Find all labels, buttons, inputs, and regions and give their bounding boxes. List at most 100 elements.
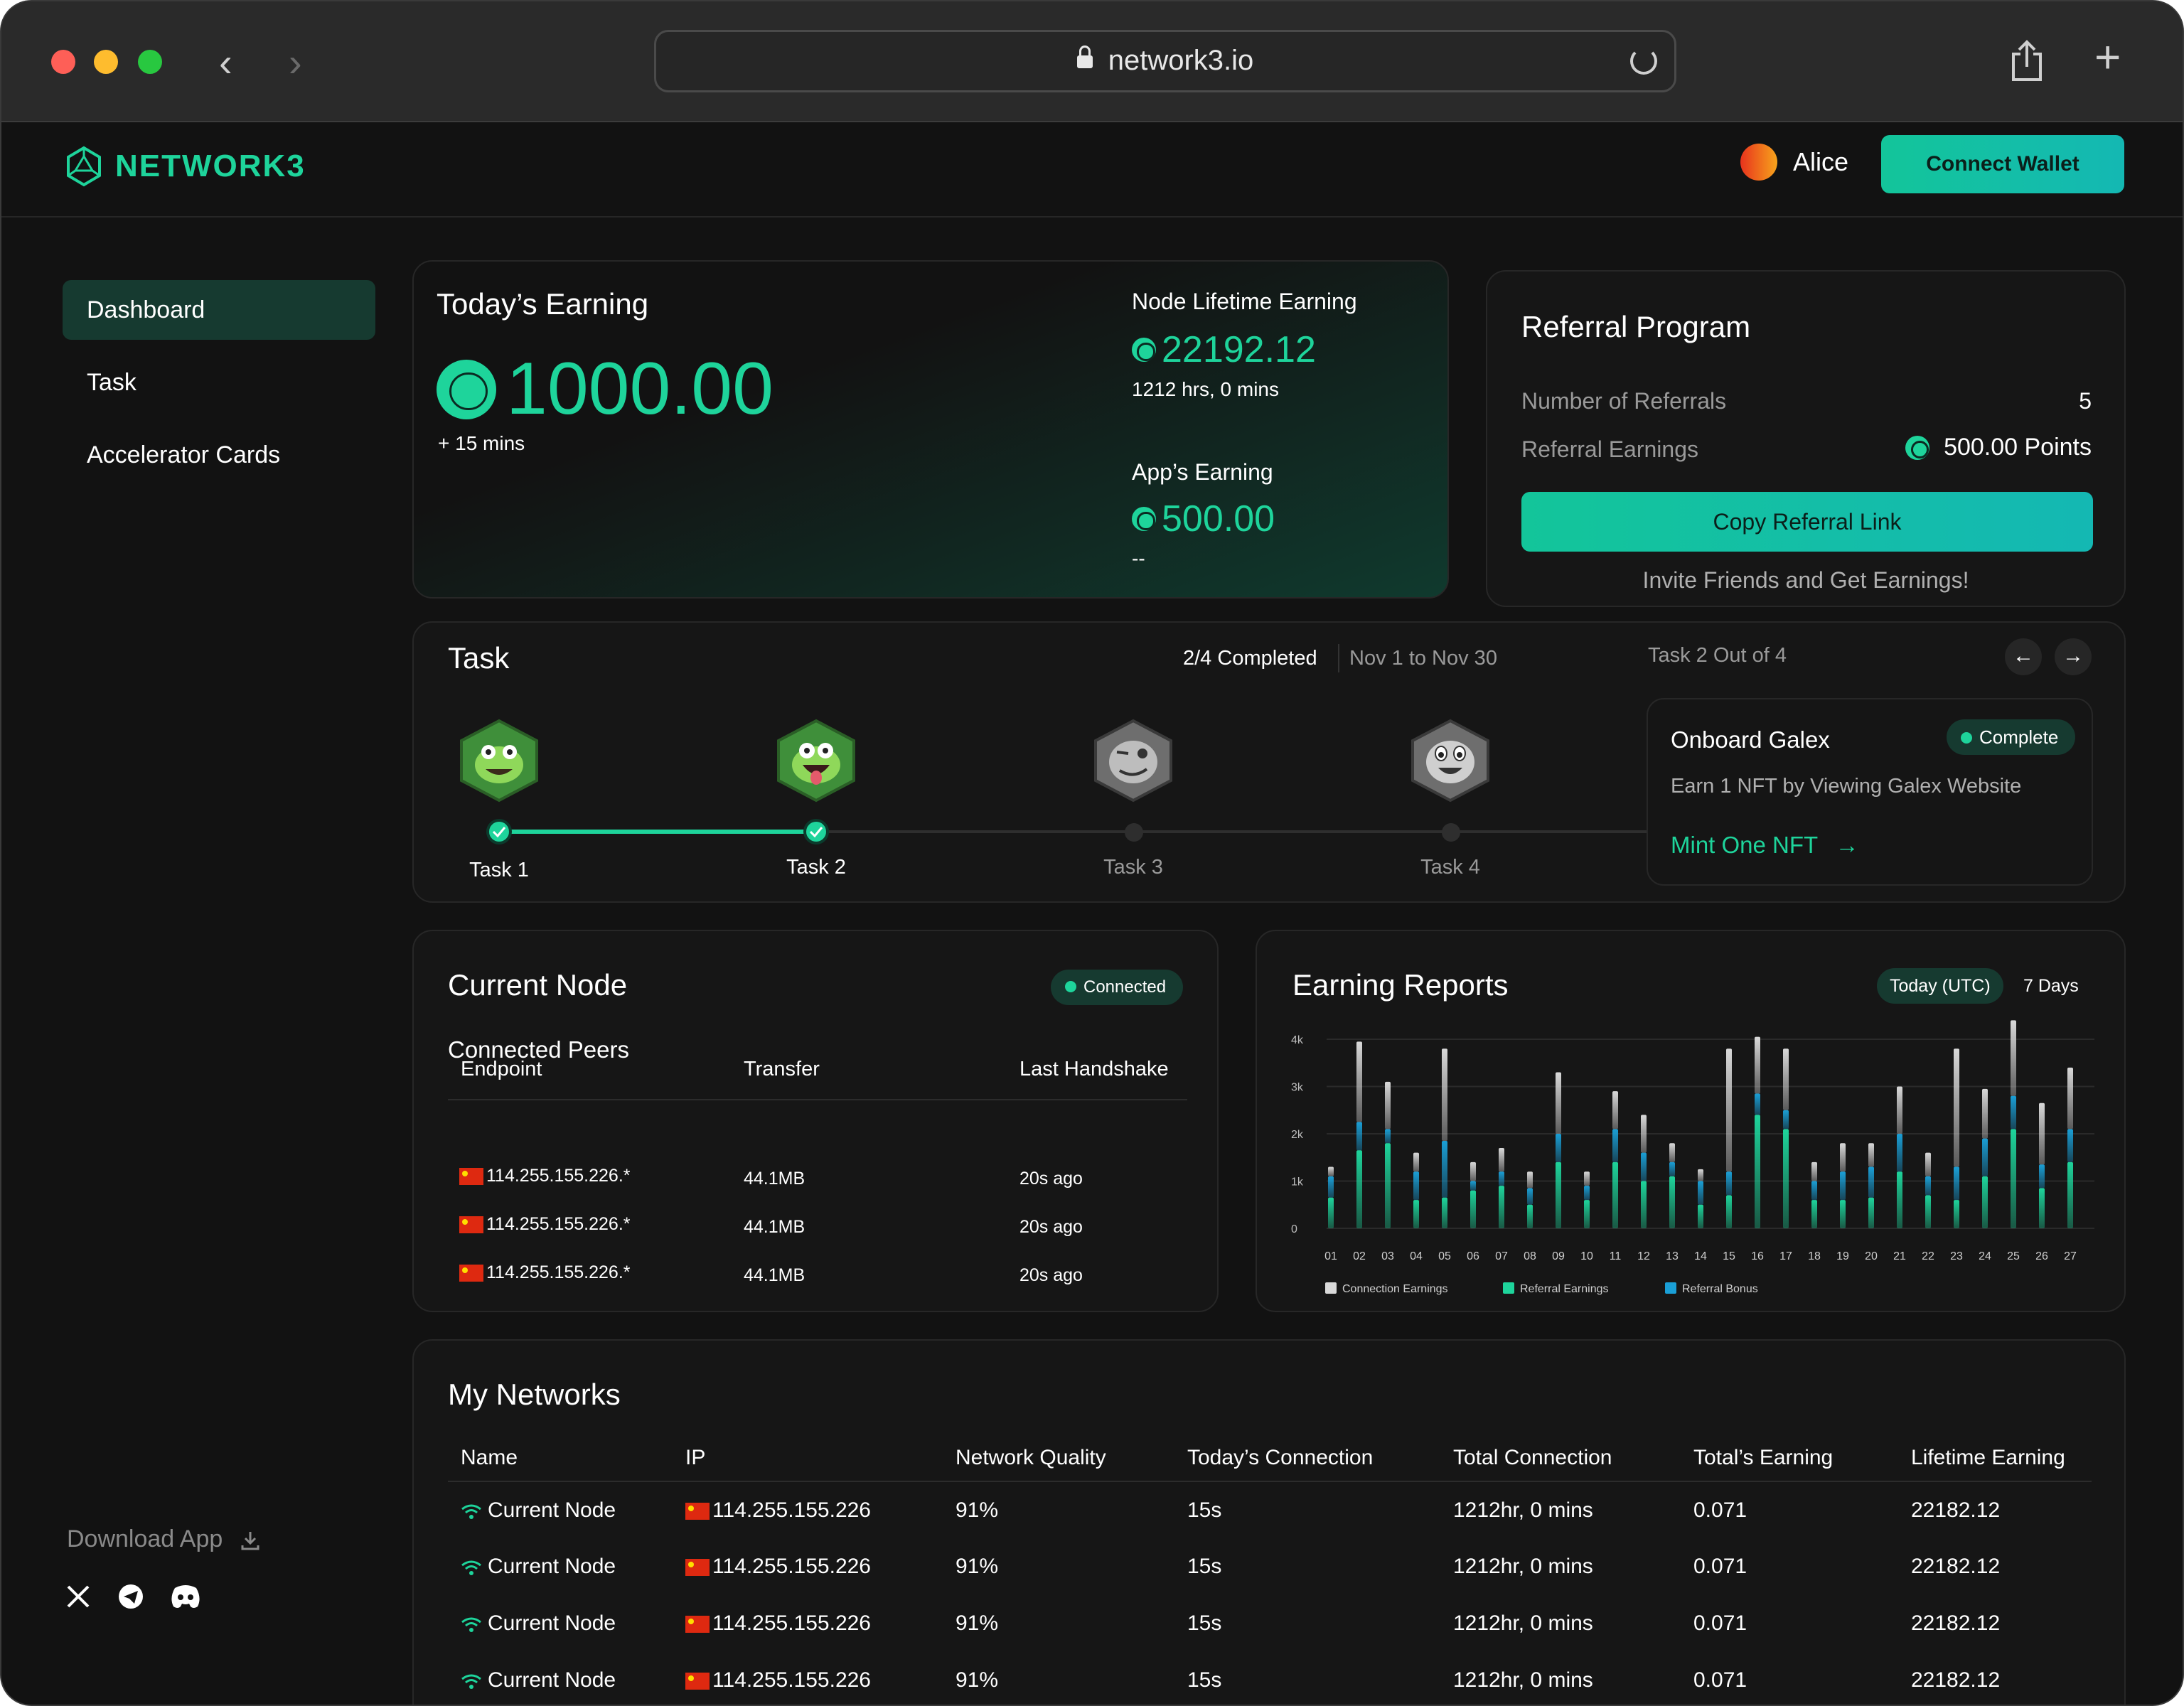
x-tick-label: 04	[1410, 1250, 1423, 1262]
bar-referral-earnings	[1328, 1197, 1334, 1228]
bar-referral-bonus	[1868, 1166, 1874, 1198]
lifetime-earning-sub: 1212 hrs, 0 mins	[1132, 378, 1279, 400]
bar-referral-bonus	[1982, 1138, 1988, 1176]
task-date-range: Nov 1 to Nov 30	[1349, 647, 1497, 670]
app-earning-title: App’s Earning	[1132, 459, 1273, 485]
x-tick-label: 15	[1723, 1250, 1735, 1262]
col-totals-earning: Total’s Earning	[1693, 1434, 1911, 1482]
endpoint-value: 114.255.155.226.*	[486, 1166, 631, 1186]
new-tab-icon[interactable]: +	[2094, 31, 2121, 82]
brand-logo[interactable]: NETWORK3	[63, 145, 306, 188]
table-row: 114.255.155.226.*	[459, 1214, 631, 1235]
china-flag-icon	[685, 1616, 710, 1633]
sidebar-item-dashboard[interactable]: Dashboard	[63, 280, 375, 340]
bar-connection-earnings	[1868, 1143, 1874, 1167]
task-step-1[interactable]	[449, 718, 549, 807]
network-quality: 91%	[956, 1611, 999, 1635]
close-window-button[interactable]	[51, 50, 75, 74]
bar-referral-bonus	[1954, 1166, 1959, 1201]
maximize-window-button[interactable]	[138, 50, 162, 74]
forward-arrow-icon[interactable]: ›	[289, 40, 302, 85]
table-row[interactable]: Current Node 114.255.155.226 91% 15s 121…	[448, 1595, 2092, 1652]
referral-earnings-row: 500.00 Points	[1905, 434, 2092, 461]
referral-title: Referral Program	[1521, 310, 1751, 343]
task-step-4[interactable]	[1401, 718, 1500, 807]
bar-referral-earnings	[1698, 1204, 1703, 1228]
table-row[interactable]: Current Node 114.255.155.226 91% 15s 121…	[448, 1538, 2092, 1595]
bar-referral-earnings	[1755, 1115, 1760, 1228]
bar-referral-bonus	[1328, 1176, 1334, 1198]
copy-referral-link-button[interactable]: Copy Referral Link	[1521, 492, 2093, 552]
app-earning-sub: --	[1132, 547, 1145, 569]
bar-referral-earnings	[1641, 1181, 1647, 1228]
bar-connection-earnings	[1356, 1041, 1362, 1122]
sidebar-item-accelerator-cards[interactable]: Accelerator Cards	[87, 441, 281, 468]
legend-label: Referral Earnings	[1520, 1283, 1609, 1295]
total-connection: 1212hr, 0 mins	[1453, 1611, 1593, 1635]
network-quality: 91%	[956, 1498, 999, 1522]
x-tick-label: 20	[1865, 1250, 1878, 1262]
referral-earnings-value: 500.00 Points	[1944, 434, 2092, 461]
total-connection: 1212hr, 0 mins	[1453, 1668, 1593, 1692]
todays-connection: 15s	[1187, 1555, 1222, 1578]
x-tick-label: 17	[1779, 1250, 1792, 1262]
connect-wallet-button[interactable]: Connect Wallet	[1881, 135, 2124, 193]
bar-referral-earnings	[1811, 1200, 1817, 1228]
tab-7-days[interactable]: 7 Days	[2023, 976, 2079, 996]
handshake-value: 20s ago	[1019, 1265, 1083, 1285]
download-app-link[interactable]: Download App	[67, 1525, 261, 1553]
connected-peers-title: Connected Peers	[448, 1036, 629, 1063]
wifi-icon	[461, 1674, 481, 1690]
table-row[interactable]: Current Node 114.255.155.226 91% 15s 121…	[448, 1481, 2092, 1538]
bar-connection-earnings	[1925, 1152, 1931, 1176]
bar-referral-earnings	[1897, 1171, 1902, 1228]
reload-icon[interactable]	[1630, 48, 1657, 75]
bar-referral-bonus	[1470, 1181, 1476, 1191]
col-total-connection: Total Connection	[1453, 1434, 1693, 1482]
x-icon[interactable]	[64, 1582, 92, 1611]
bar-connection-earnings	[1442, 1048, 1447, 1141]
x-tick-label: 02	[1353, 1250, 1366, 1262]
transfer-value: 44.1MB	[744, 1169, 805, 1189]
china-flag-icon	[459, 1216, 483, 1234]
share-icon[interactable]	[2011, 40, 2043, 81]
task-step-3-label: Task 3	[1103, 856, 1163, 879]
prev-task-arrow-icon[interactable]: ←	[2005, 638, 2042, 675]
task-step-2[interactable]	[766, 718, 866, 807]
mint-nft-link[interactable]: Mint One NFT →	[1671, 832, 1859, 859]
col-transfer: Transfer	[744, 1058, 820, 1080]
grey-smile-badge-icon	[1411, 719, 1489, 803]
table-row[interactable]: Current Node 114.255.155.226 91% 15s 121…	[448, 1652, 2092, 1705]
lifetime-earning: 22182.12	[1911, 1611, 2001, 1635]
points-coin-icon	[1132, 507, 1156, 531]
totals-earning: 0.071	[1693, 1668, 1747, 1692]
task-step-3[interactable]	[1083, 718, 1183, 807]
bar-referral-earnings	[1499, 1186, 1504, 1228]
tab-today-utc[interactable]: Today (UTC)	[1877, 968, 2003, 1004]
grey-wink-badge-icon	[1094, 719, 1172, 803]
y-tick-label: 1k	[1291, 1176, 1304, 1189]
back-arrow-icon[interactable]: ‹	[219, 40, 232, 85]
bar-referral-earnings	[2011, 1129, 2016, 1228]
sidebar-item-task[interactable]: Task	[87, 369, 136, 396]
bar-referral-bonus	[1499, 1171, 1504, 1186]
minimize-window-button[interactable]	[94, 50, 118, 74]
next-task-arrow-icon[interactable]: →	[2055, 638, 2092, 675]
node-ip: 114.255.155.226	[712, 1668, 871, 1692]
mint-nft-label: Mint One NFT	[1671, 832, 1818, 858]
invite-text: Invite Friends and Get Earnings!	[1642, 567, 1969, 593]
discord-icon[interactable]	[169, 1582, 202, 1611]
app-header: NETWORK3 Alice Connect Wallet	[1, 122, 2183, 218]
telegram-icon[interactable]	[117, 1582, 145, 1611]
bar-referral-bonus	[2039, 1164, 2045, 1189]
x-tick-label: 12	[1637, 1250, 1650, 1262]
address-bar[interactable]: network3.io	[654, 30, 1676, 92]
bar-referral-bonus	[1669, 1162, 1675, 1176]
x-tick-label: 14	[1694, 1250, 1707, 1262]
x-tick-label: 01	[1324, 1250, 1337, 1262]
earning-reports-chart: 0 1k 2k 3k 4k 01 02 03 04 05 06 07 08 09 10 11 12 13 14 15 1…	[1291, 1020, 2094, 1295]
network-quality: 91%	[956, 1555, 999, 1578]
user-menu[interactable]: Alice	[1740, 144, 1848, 181]
task-step-2-label: Task 2	[786, 856, 846, 879]
task-progress-track	[499, 830, 1858, 833]
